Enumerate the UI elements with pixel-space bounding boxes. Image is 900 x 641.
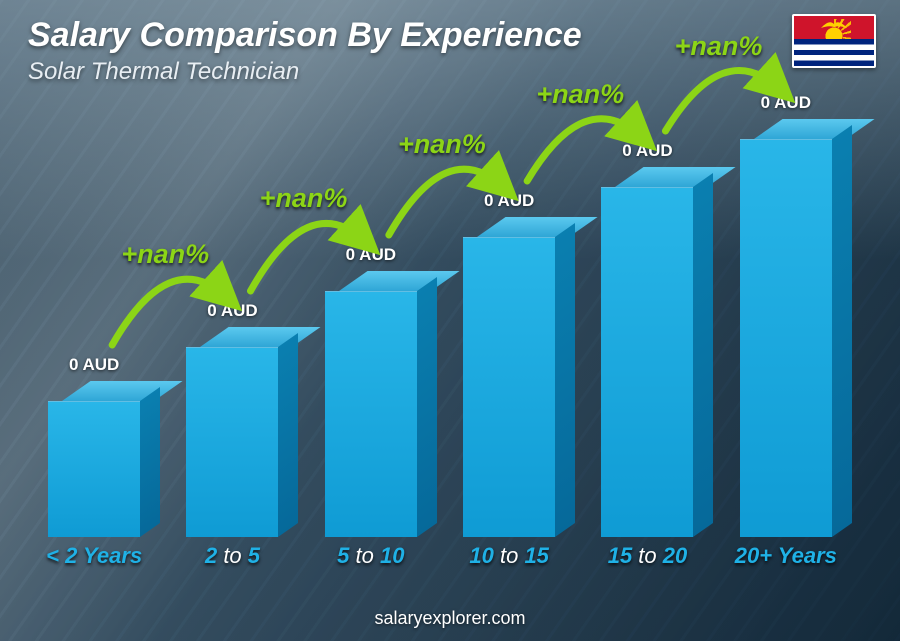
- country-flag-icon: [792, 14, 876, 68]
- bar-value-label: 0 AUD: [207, 301, 257, 321]
- bar-value-label: 0 AUD: [346, 245, 396, 265]
- bar-value-label: 0 AUD: [622, 141, 672, 161]
- delta-label: +nan%: [398, 129, 486, 160]
- bar: 0 AUD: [453, 120, 565, 537]
- category-label: 20+ Years: [730, 543, 842, 569]
- category-label: < 2 Years: [38, 543, 150, 569]
- bar: 0 AUD: [730, 120, 842, 537]
- page-title: Salary Comparison By Experience: [28, 16, 582, 55]
- category-label: 5 to 10: [315, 543, 427, 569]
- delta-label: +nan%: [260, 183, 348, 214]
- delta-label: +nan%: [675, 31, 763, 62]
- category-label: 2 to 5: [176, 543, 288, 569]
- bar-value-label: 0 AUD: [484, 191, 534, 211]
- bar: 0 AUD: [38, 120, 150, 537]
- footer-source: salaryexplorer.com: [0, 608, 900, 629]
- bar: 0 AUD: [591, 120, 703, 537]
- bar-value-label: 0 AUD: [761, 93, 811, 113]
- page-subtitle: Solar Thermal Technician: [28, 58, 299, 86]
- bar-chart: 0 AUD 0 AUD 0 AUD 0 AUD 0 AUD: [38, 120, 842, 563]
- bar-value-label: 0 AUD: [69, 355, 119, 375]
- category-label: 15 to 20: [591, 543, 703, 569]
- category-label: 10 to 15: [453, 543, 565, 569]
- delta-label: +nan%: [536, 79, 624, 110]
- delta-label: +nan%: [121, 239, 209, 270]
